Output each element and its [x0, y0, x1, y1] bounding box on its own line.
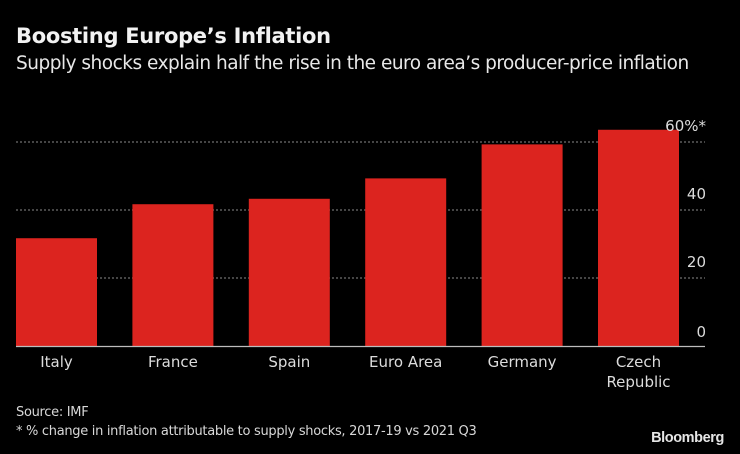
bar-germany: [481, 144, 563, 346]
x-tick-label: Czech Republic: [606, 353, 670, 391]
bars: [16, 129, 679, 346]
chart-title: Boosting Europe’s Inflation: [16, 24, 331, 48]
bar-czech-republic: [598, 129, 679, 346]
bloomberg-logo: Bloomberg: [651, 430, 724, 446]
chart-subtitle: Supply shocks explain half the rise in t…: [16, 53, 689, 74]
bar-italy: [16, 238, 97, 346]
bar-france: [132, 204, 214, 346]
gridlines: [16, 141, 705, 279]
source-note: Source: IMF: [16, 405, 89, 420]
y-tick-label: 20: [687, 253, 706, 271]
x-tick-label: Euro Area: [369, 353, 442, 371]
x-tick-label: Italy: [40, 353, 73, 371]
y-tick-label: 40: [687, 185, 706, 203]
bar-euro-area: [365, 178, 447, 346]
footnote: * % change in inflation attributable to …: [16, 424, 477, 439]
x-tick-label: France: [148, 353, 198, 371]
bar-spain: [248, 198, 330, 346]
x-tick-label: Germany: [488, 353, 557, 371]
y-tick-label: 0: [696, 323, 706, 341]
labels: 0 20 40 60%* Italy France Spain Euro Area German…: [40, 117, 706, 391]
y-tick-label: 60%*: [665, 117, 706, 135]
x-tick-label: Spain: [268, 353, 310, 371]
